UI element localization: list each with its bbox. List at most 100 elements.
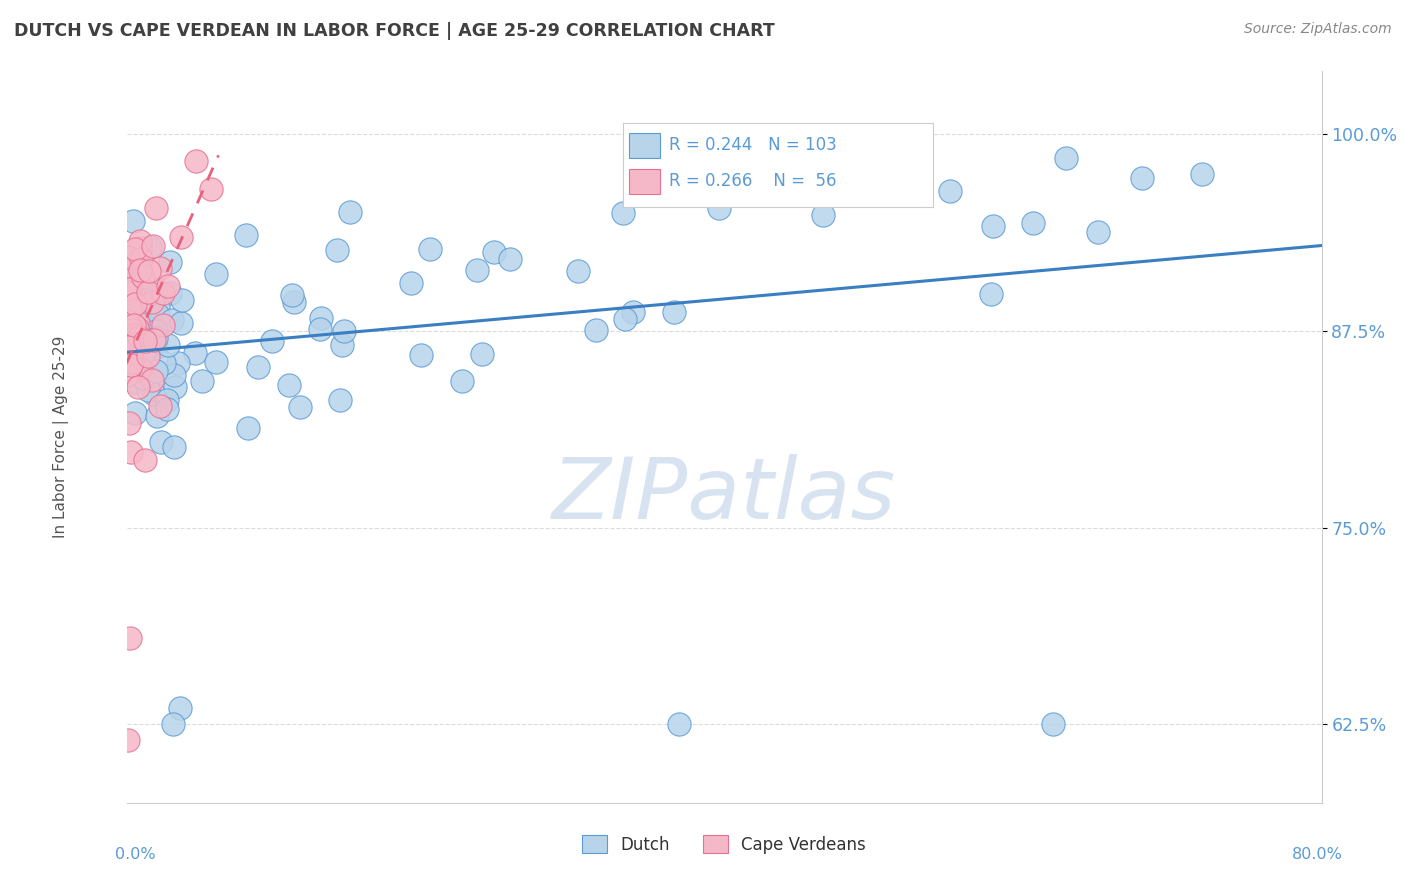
Point xyxy=(138,264,160,278)
Point xyxy=(465,262,488,277)
Point xyxy=(145,340,167,354)
Point xyxy=(118,417,141,431)
Point xyxy=(118,340,141,354)
Point xyxy=(142,293,165,307)
Point xyxy=(117,732,139,747)
Point xyxy=(128,263,150,277)
Point xyxy=(152,318,174,332)
Point xyxy=(1042,717,1064,731)
Point xyxy=(142,333,165,347)
Point xyxy=(142,239,165,253)
Legend: Dutch, Cape Verdeans: Dutch, Cape Verdeans xyxy=(575,829,873,860)
Point xyxy=(127,321,149,335)
Point xyxy=(339,205,361,219)
Point xyxy=(127,327,149,342)
Point xyxy=(162,717,184,731)
Point xyxy=(115,368,138,383)
Text: In Labor Force | Age 25-29: In Labor Force | Age 25-29 xyxy=(53,336,69,538)
Point xyxy=(329,393,352,408)
Point xyxy=(138,368,160,383)
Point xyxy=(235,227,257,242)
Point xyxy=(128,307,150,321)
Point xyxy=(612,206,634,220)
Point xyxy=(141,373,163,387)
Point xyxy=(127,321,149,335)
Point xyxy=(115,313,138,327)
Point xyxy=(139,240,162,254)
Point xyxy=(118,285,141,299)
Point xyxy=(120,358,142,372)
Point xyxy=(1130,171,1153,186)
Point xyxy=(145,330,167,344)
Point xyxy=(145,364,167,378)
Point xyxy=(280,288,302,302)
Point xyxy=(120,347,142,361)
Point xyxy=(159,255,181,269)
Text: 0.0%: 0.0% xyxy=(115,847,156,862)
Point xyxy=(170,293,193,308)
Point xyxy=(118,361,141,376)
Point xyxy=(117,250,139,264)
Point xyxy=(585,323,607,337)
Point xyxy=(118,631,141,645)
Point xyxy=(621,304,644,318)
Point xyxy=(115,285,138,300)
Point xyxy=(132,371,155,385)
Point xyxy=(136,285,159,299)
Point xyxy=(200,182,222,196)
Point xyxy=(283,294,305,309)
Point xyxy=(980,287,1002,301)
Point xyxy=(129,234,152,248)
Point xyxy=(709,201,731,215)
Point xyxy=(247,359,270,374)
Point xyxy=(1191,167,1213,181)
Text: ZIPatlas: ZIPatlas xyxy=(553,454,896,537)
Point xyxy=(121,445,143,459)
Point xyxy=(145,324,167,338)
Point xyxy=(309,310,332,325)
Point xyxy=(120,319,142,334)
Point xyxy=(124,260,146,274)
Point xyxy=(145,202,167,216)
Point xyxy=(120,302,142,317)
Point xyxy=(1087,226,1109,240)
Point xyxy=(471,347,494,361)
Point xyxy=(613,312,636,326)
Point xyxy=(118,282,141,296)
Point xyxy=(146,300,169,314)
Point xyxy=(124,376,146,390)
Point xyxy=(141,328,163,343)
Point xyxy=(120,358,142,372)
Point xyxy=(150,435,173,450)
Point xyxy=(156,393,179,408)
Point xyxy=(184,346,207,360)
Point xyxy=(129,252,152,266)
Point xyxy=(117,318,139,333)
Point xyxy=(191,374,214,388)
Point xyxy=(138,349,160,363)
Point xyxy=(333,324,356,338)
Point xyxy=(118,361,141,376)
Point xyxy=(160,313,183,327)
Point xyxy=(129,241,152,255)
Point xyxy=(326,243,349,257)
Point xyxy=(146,308,169,322)
Point xyxy=(121,309,143,323)
Point xyxy=(127,364,149,378)
Point xyxy=(145,409,167,423)
Point xyxy=(145,282,167,296)
Point xyxy=(149,399,172,413)
Point xyxy=(1054,151,1077,165)
Point xyxy=(124,328,146,343)
Point xyxy=(124,297,146,311)
Point xyxy=(668,717,690,731)
Point xyxy=(121,354,143,368)
Text: DUTCH VS CAPE VERDEAN IN LABOR FORCE | AGE 25-29 CORRELATION CHART: DUTCH VS CAPE VERDEAN IN LABOR FORCE | A… xyxy=(14,22,775,40)
Point xyxy=(120,312,142,326)
Point xyxy=(125,349,148,363)
Point xyxy=(115,259,138,273)
Point xyxy=(169,230,191,244)
Point xyxy=(128,243,150,257)
Point xyxy=(122,318,145,332)
Point xyxy=(662,305,685,319)
